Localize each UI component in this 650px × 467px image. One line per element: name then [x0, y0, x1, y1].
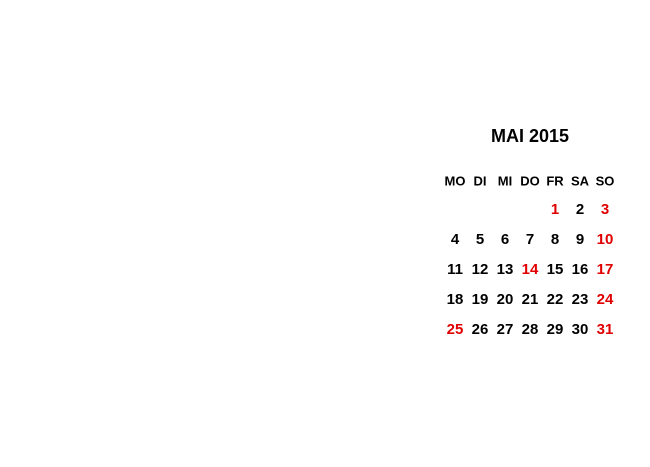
weekday-label: DI: [474, 173, 487, 188]
day-number: 16: [572, 261, 589, 278]
calendar-title: MAI 2015: [491, 126, 569, 146]
day-number: 20: [497, 291, 514, 308]
weekday-label: SO: [596, 173, 615, 188]
day-number: 26: [472, 321, 489, 338]
day-number: 21: [522, 291, 539, 308]
day-number: 17: [597, 261, 614, 278]
day-number: 28: [522, 321, 539, 338]
day-number: 22: [547, 291, 564, 308]
weekday-label: SA: [571, 173, 590, 188]
day-number: 9: [576, 231, 584, 248]
day-number: 8: [551, 231, 559, 248]
day-number: 2: [576, 201, 584, 218]
weekday-label: FR: [546, 173, 564, 188]
day-number: 25: [447, 321, 464, 338]
day-number: 5: [476, 231, 484, 248]
day-number: 24: [597, 291, 614, 308]
day-number: 29: [547, 321, 564, 338]
day-number: 31: [597, 321, 614, 338]
day-number: 6: [501, 231, 509, 248]
day-number: 10: [597, 231, 614, 248]
day-number: 23: [572, 291, 589, 308]
day-number: 14: [522, 261, 539, 278]
day-number: 3: [601, 201, 609, 218]
day-number: 12: [472, 261, 489, 278]
day-number: 18: [447, 291, 464, 308]
weekday-label: MO: [445, 173, 466, 188]
day-number: 19: [472, 291, 489, 308]
day-number: 15: [547, 261, 564, 278]
day-number: 1: [551, 201, 559, 218]
day-number: 27: [497, 321, 514, 338]
day-number: 13: [497, 261, 514, 278]
weekday-label: MI: [498, 173, 512, 188]
day-number: 30: [572, 321, 589, 338]
weekday-label: DO: [520, 173, 540, 188]
day-number: 4: [451, 231, 460, 248]
day-number: 11: [447, 261, 463, 278]
day-number: 7: [526, 231, 534, 248]
